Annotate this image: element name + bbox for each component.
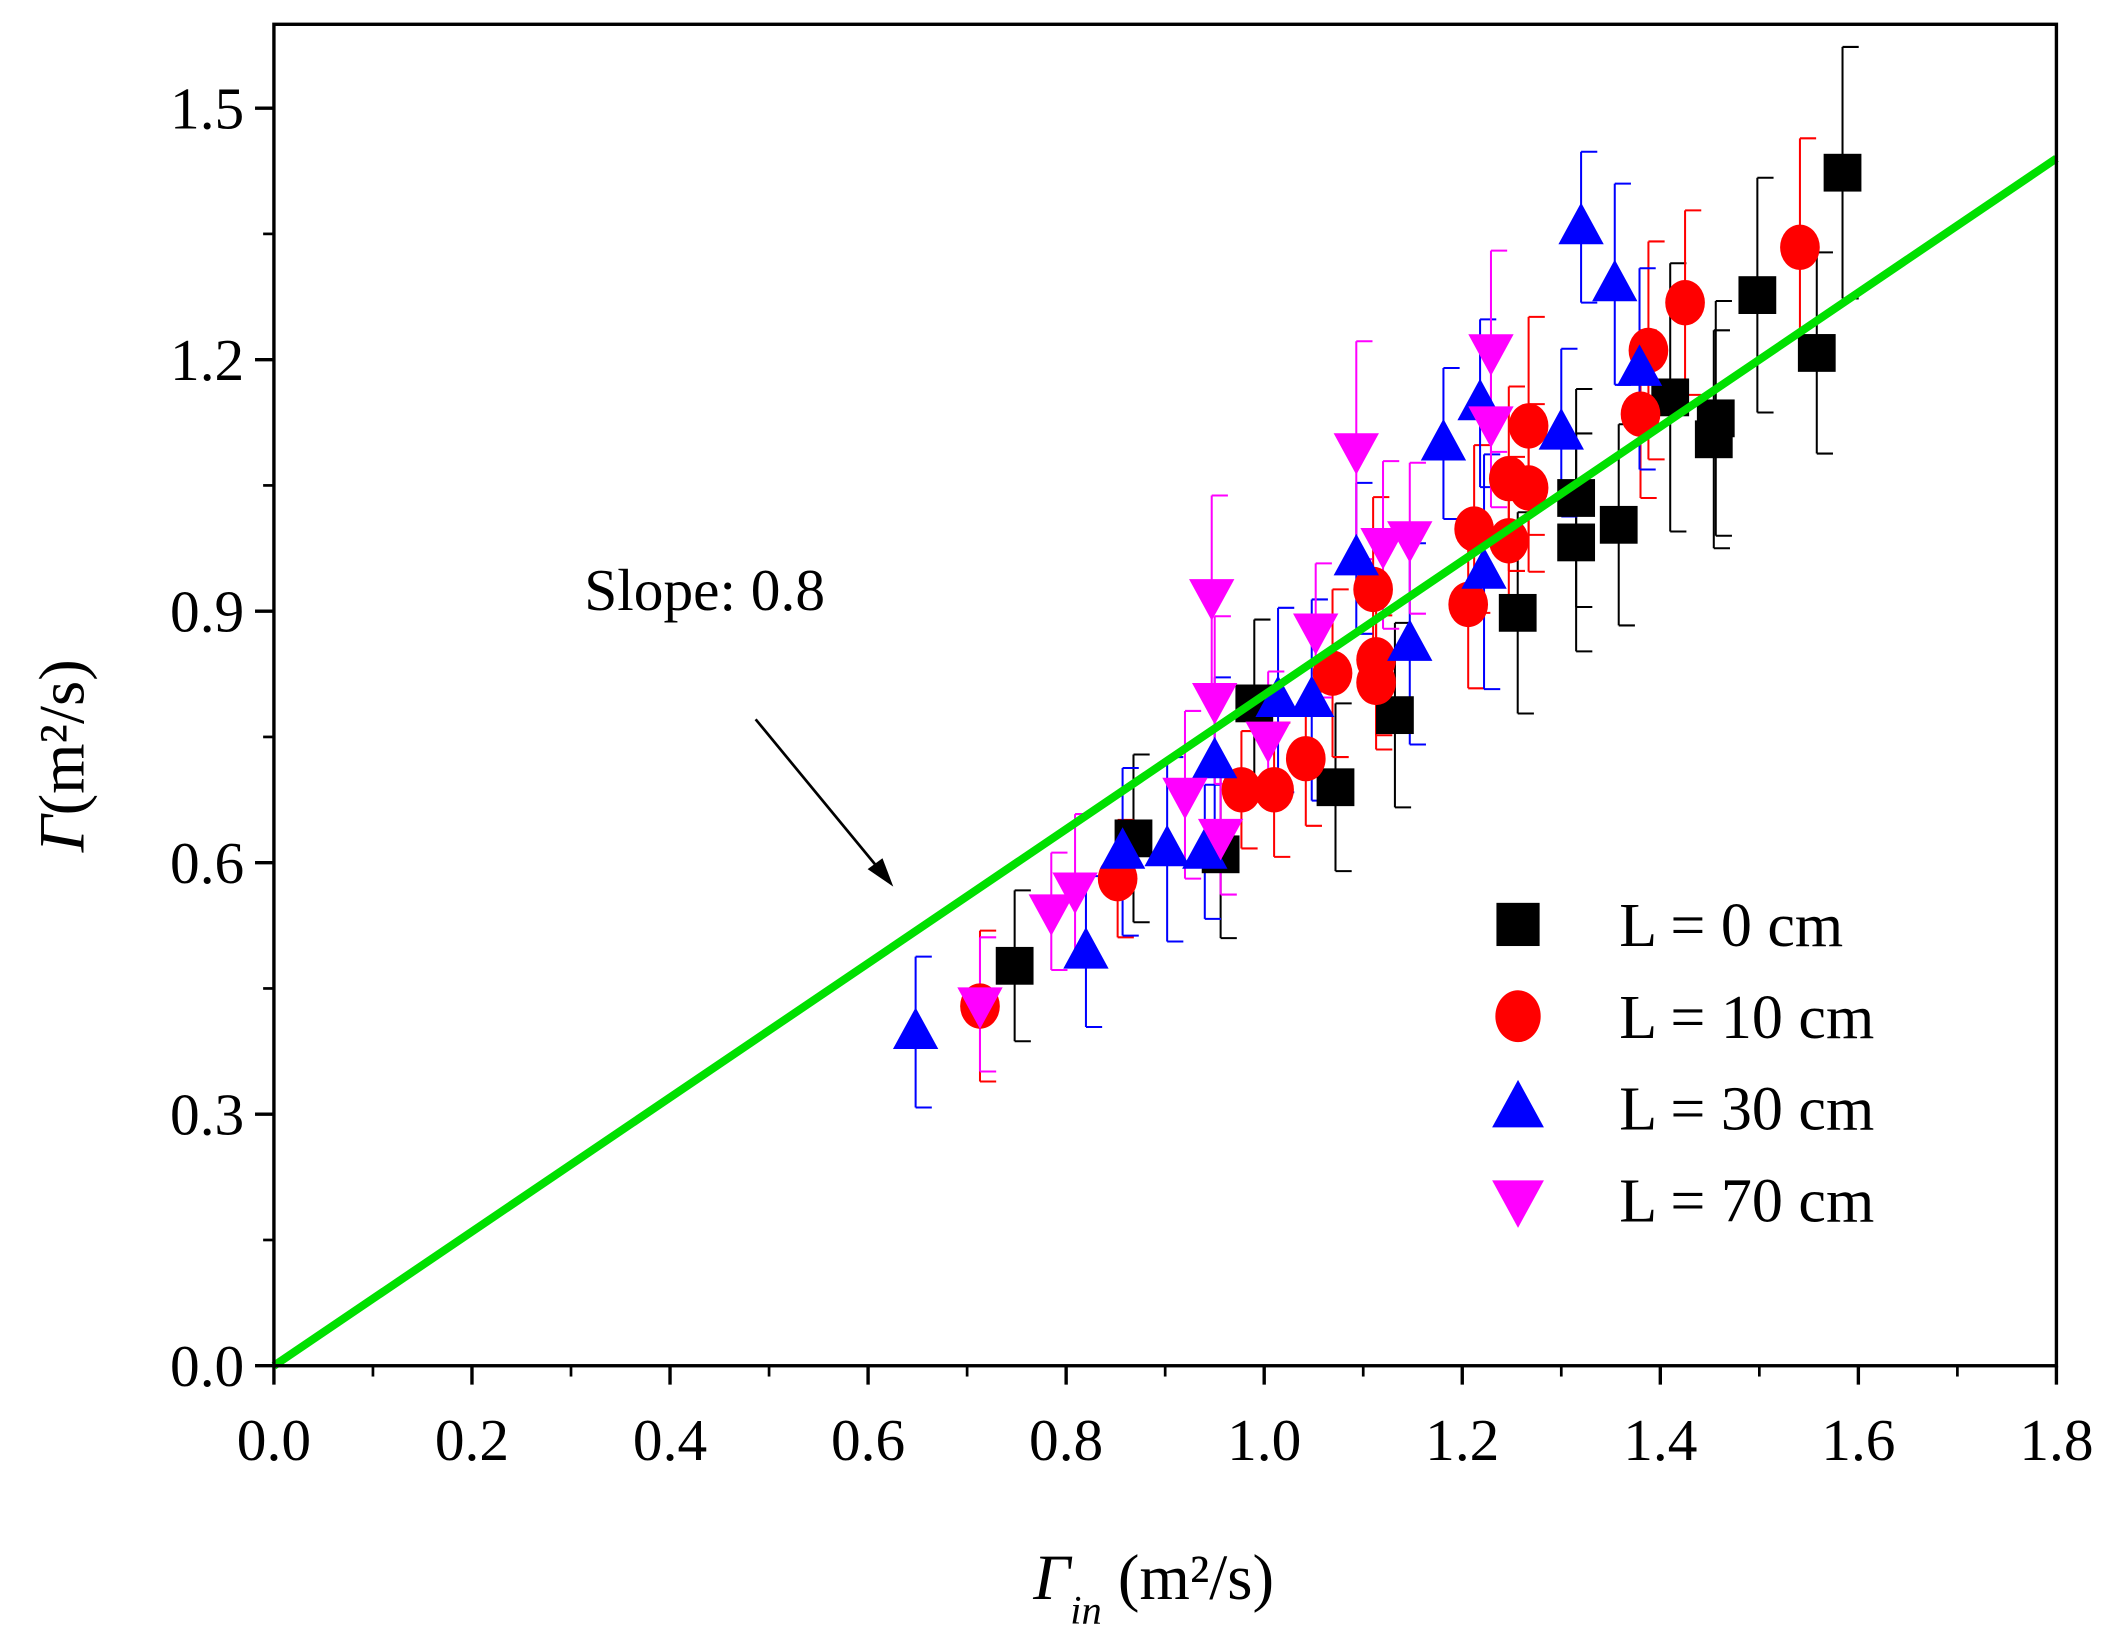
triangle-up-marker	[1538, 408, 1584, 450]
triangle-down-marker	[1333, 433, 1379, 475]
x-tick-label: 1.4	[1623, 1407, 1697, 1473]
triangle-up-marker	[1182, 827, 1228, 869]
legend-label: L = 10 cm	[1619, 984, 1874, 1052]
square-marker	[1738, 276, 1777, 314]
legend-label: L = 70 cm	[1619, 1167, 1874, 1235]
circle-marker	[1665, 279, 1705, 326]
square-marker	[1823, 153, 1862, 192]
triangle-up-marker	[1420, 418, 1467, 461]
y-axis-label: Γ(m²/s)	[27, 659, 99, 853]
triangle-up-marker	[1333, 533, 1379, 576]
square-marker	[1557, 523, 1596, 562]
circle-marker	[1254, 767, 1294, 813]
circle-marker	[1620, 391, 1661, 437]
arrow-head-icon	[867, 858, 894, 887]
triangle-down-marker	[1192, 683, 1238, 725]
square-marker	[995, 946, 1034, 985]
circle-marker	[1448, 581, 1489, 628]
x-tick-label: 1.2	[1425, 1407, 1499, 1473]
triangle-down-marker	[1492, 1180, 1544, 1228]
triangle-down-marker	[1052, 872, 1098, 915]
triangle-up-marker	[1558, 202, 1604, 245]
circle-marker	[1508, 465, 1549, 511]
slope-annotation: Slope: 0.8	[584, 557, 825, 623]
square-marker	[1696, 399, 1735, 438]
legend: L = 0 cm L = 10 cm L = 30 cm L = 70 cm	[1492, 892, 1874, 1235]
plot-frame	[272, 22, 2059, 1368]
triangle-down-marker	[1468, 406, 1514, 448]
x-axis-label: Γin (m²/s)	[1032, 1542, 1274, 1632]
triangle-up-marker	[1592, 259, 1638, 302]
triangle-up-marker	[1144, 824, 1190, 867]
square-marker	[1797, 334, 1836, 372]
triangle-up-marker	[1616, 344, 1663, 386]
triangle-up-marker	[1461, 547, 1507, 589]
x-tick-label: 0.2	[435, 1407, 509, 1473]
circle-marker	[1780, 224, 1820, 270]
annotation-arrow	[754, 718, 889, 881]
circle-marker	[1495, 990, 1541, 1043]
triangle-up-marker	[1063, 927, 1109, 969]
square-marker	[1496, 902, 1540, 947]
triangle-up-marker	[892, 1007, 939, 1050]
fit-line	[271, 155, 2059, 1370]
triangle-down-marker	[957, 987, 1003, 1029]
triangle-down-marker	[1468, 334, 1514, 376]
triangle-down-marker	[1028, 894, 1074, 936]
triangle-down-marker	[1245, 721, 1291, 764]
circle-marker	[1454, 506, 1494, 552]
triangle-down-marker	[1293, 613, 1339, 656]
y-tick-label: 1.5	[170, 75, 244, 141]
circle-marker	[1356, 659, 1396, 706]
triangle-up-marker	[1099, 827, 1146, 869]
x-tick-label: 0.4	[633, 1407, 707, 1473]
x-tick-label: 1.6	[1821, 1407, 1895, 1473]
triangle-up-marker	[1387, 619, 1433, 661]
x-tick-label: 0.8	[1029, 1407, 1103, 1473]
circle-marker	[1508, 403, 1549, 449]
legend-label: L = 30 cm	[1619, 1076, 1874, 1144]
square-marker	[1498, 593, 1537, 632]
circle-marker	[1488, 518, 1529, 564]
data-marks	[271, 45, 2059, 1370]
circle-marker	[1312, 650, 1353, 696]
triangle-up-marker	[1492, 1079, 1544, 1128]
y-tick-label: 0.6	[170, 830, 244, 896]
x-tick-label: 0.6	[831, 1407, 905, 1473]
y-tick-label: 0.9	[170, 578, 244, 644]
y-tick-label: 1.2	[170, 327, 244, 393]
triangle-down-marker	[1197, 818, 1244, 861]
square-marker	[1316, 768, 1355, 807]
y-tick-label: 0.3	[170, 1081, 244, 1147]
triangle-up-marker	[1289, 675, 1335, 718]
circle-marker	[1353, 566, 1393, 613]
triangle-up-marker	[1255, 675, 1301, 718]
triangle-down-marker	[1360, 527, 1406, 570]
circle-marker	[1221, 767, 1262, 813]
circle-marker	[1285, 736, 1326, 782]
triangle-down-marker	[1189, 579, 1235, 621]
triangle-up-marker	[1192, 736, 1238, 779]
axes: 0.0 0.2 0.4 0.6 0.8 1.0 1.2 1.4 1.6 1.8 0.0 0.3 0.6 0…	[170, 75, 2093, 1473]
legend-label: L = 0 cm	[1619, 892, 1843, 960]
y-tick-label: 0.0	[170, 1333, 244, 1399]
triangle-down-marker	[1162, 777, 1208, 820]
triangle-down-marker	[1387, 521, 1433, 563]
x-tick-label: 1.8	[2019, 1407, 2093, 1473]
square-marker	[1599, 505, 1638, 544]
x-tick-label: 1.0	[1227, 1407, 1301, 1473]
x-tick-label: 0.0	[237, 1407, 311, 1473]
